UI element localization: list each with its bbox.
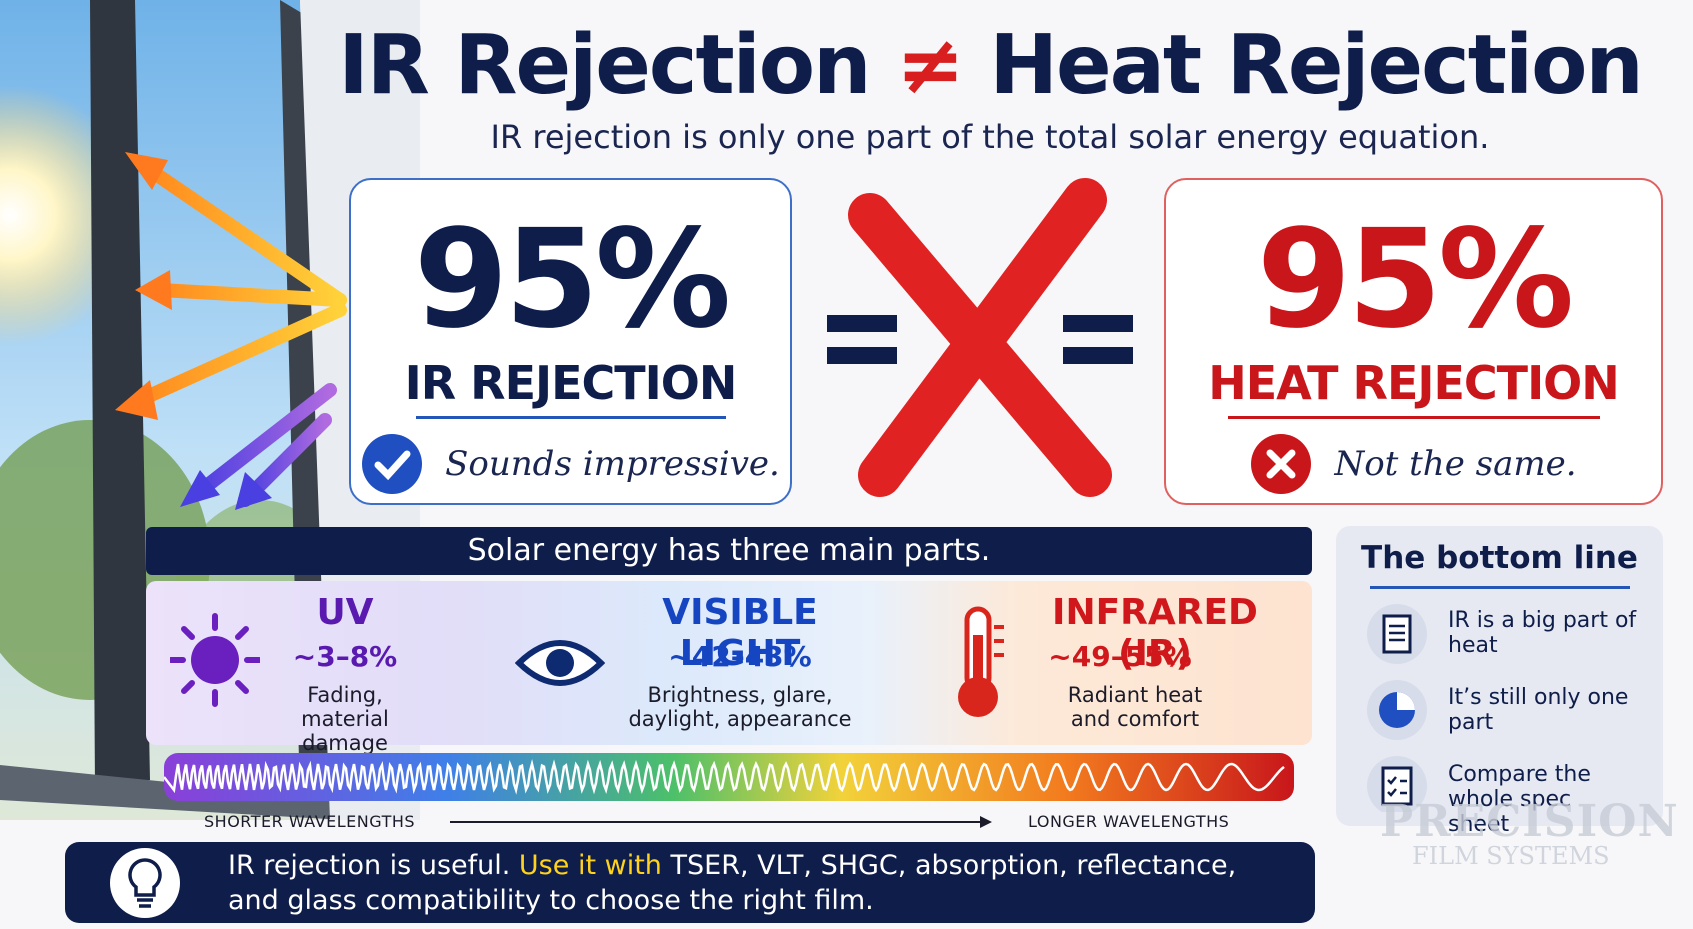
part-desc: Fading, material damage <box>301 683 389 755</box>
title-left: IR Rejection <box>338 18 871 113</box>
left-card: 95% IR REJECTION Sounds impressive. <box>349 178 792 505</box>
card-number: 95% <box>413 201 732 359</box>
tip-text: IR rejection is useful. Use it with TSER… <box>228 848 1288 918</box>
card-label: HEAT REJECTION <box>1208 356 1620 410</box>
card-note: Not the same. <box>1334 444 1577 484</box>
short-wavelength-label: SHORTER WAVELENGTHS <box>204 812 416 831</box>
eye-icon <box>515 640 605 686</box>
underline <box>415 416 726 419</box>
tip-before: IR rejection is useful. <box>228 850 511 881</box>
subtitle: IR rejection is only one part of the tot… <box>490 118 1490 156</box>
part-share: ~42–43% <box>668 640 812 673</box>
underline <box>1370 586 1630 589</box>
bottom-line-item: Compare the whole spec sheet <box>1448 762 1591 837</box>
parts-header: Solar energy has three main parts. <box>146 527 1312 575</box>
tip-bar <box>65 842 1315 923</box>
right-card: 95% HEAT REJECTION Not the same. <box>1164 178 1663 505</box>
part-desc: Radiant heat and comfort <box>1067 683 1203 731</box>
part-desc: Brightness, glare, daylight, appearance <box>628 683 852 731</box>
spectrum <box>164 753 1294 801</box>
part-name: INFRARED (IR) <box>1052 592 1258 674</box>
title-symbol: ≠ <box>896 18 965 113</box>
card-number: 95% <box>1256 201 1575 359</box>
bottom-line-item: IR is a big part of heat <box>1448 608 1637 658</box>
part-name: VISIBLE LIGHT <box>662 592 818 674</box>
wavelength-arrow <box>450 816 992 828</box>
x-icon <box>1251 434 1312 494</box>
part-share: ~3–8% <box>292 640 398 673</box>
bottom-line-icons <box>1367 604 1427 812</box>
long-wavelength-label: LONGER WAVELENGTHS <box>1028 812 1230 831</box>
title: IR Rejection ≠ Heat Rejection <box>330 18 1650 113</box>
title-right: Heat Rejection <box>989 18 1643 113</box>
bottom-line-title: The bottom line <box>1361 540 1638 576</box>
bottom-line-item: It’s still only one part <box>1448 685 1629 735</box>
note-row: Not the same. <box>1166 433 1661 495</box>
tip-after: TSER, VLT, SHGC, absorption, reflectance… <box>228 850 1237 917</box>
bulb-icon <box>110 848 180 918</box>
watermark-name: PRECISION <box>1380 796 1679 847</box>
check-icon <box>362 434 423 494</box>
note-row: Sounds impressive. <box>351 433 790 495</box>
not-equal-graphic <box>827 178 1133 497</box>
tip-highlight: Use it with <box>518 850 662 881</box>
part-share: ~49–55% <box>1048 640 1192 673</box>
thermometer-icon <box>958 606 1004 717</box>
card-label: IR REJECTION <box>404 356 738 410</box>
watermark-sub: FILM SYSTEMS <box>1412 842 1610 870</box>
parts-band <box>146 581 1312 745</box>
sun-icon <box>170 613 260 707</box>
card-note: Sounds impressive. <box>445 444 780 484</box>
part-name: UV <box>316 592 374 633</box>
underline <box>1227 416 1600 419</box>
